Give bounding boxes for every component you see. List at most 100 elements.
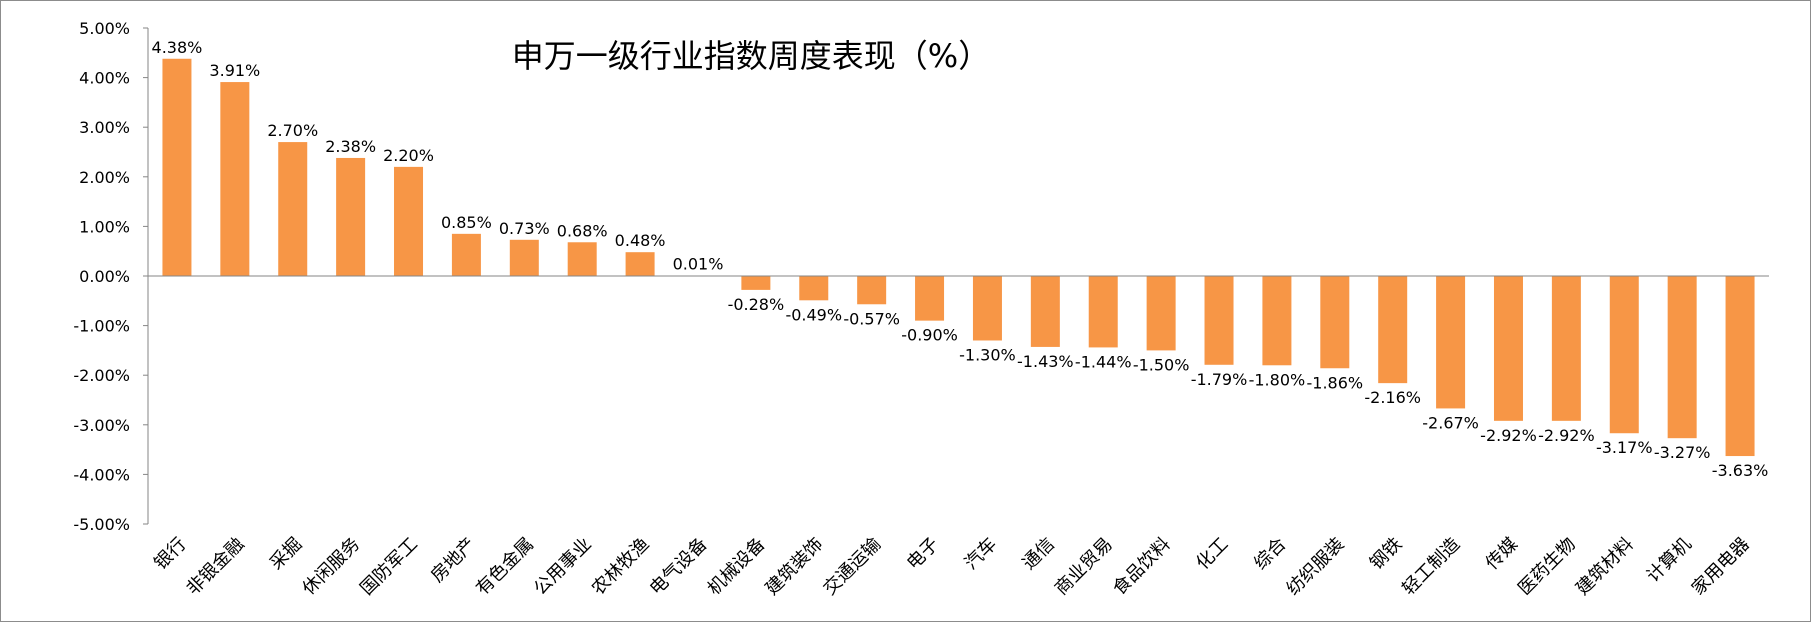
data-label: -0.57% — [843, 309, 900, 328]
bar — [162, 58, 192, 276]
bar — [1204, 276, 1234, 365]
x-tick-label: 采掘 — [266, 534, 306, 574]
data-label: 2.20% — [383, 146, 434, 165]
x-tick-label: 电气设备 — [646, 534, 712, 600]
data-label: -3.27% — [1654, 443, 1711, 462]
data-label: 2.70% — [267, 121, 318, 140]
chart-title: 申万一级行业指数周度表现（%） — [512, 37, 990, 75]
bar — [451, 233, 481, 276]
y-tick-label: 1.00% — [79, 217, 130, 236]
x-tick-label: 通信 — [1019, 534, 1059, 574]
bar — [1493, 276, 1523, 421]
data-label: 0.01% — [673, 255, 724, 274]
bar — [1667, 276, 1697, 439]
bar — [336, 157, 366, 276]
y-tick-label: 0.00% — [79, 267, 130, 286]
x-tick-label: 建筑装饰 — [762, 534, 828, 600]
data-label: -3.63% — [1712, 461, 1769, 480]
bar — [567, 242, 597, 276]
bar — [1551, 276, 1581, 421]
y-tick-label: -2.00% — [73, 366, 130, 385]
x-tick-label: 有色金属 — [472, 534, 538, 600]
bar — [972, 276, 1002, 341]
data-label: -1.43% — [1017, 352, 1074, 371]
y-tick-label: -5.00% — [73, 515, 130, 534]
bar — [857, 276, 887, 305]
x-tick-label: 汽车 — [961, 534, 1001, 574]
bar — [1436, 276, 1466, 409]
x-tick-label: 非银金融 — [183, 534, 249, 600]
x-tick-label: 农林牧渔 — [588, 534, 654, 600]
x-tick-label: 国防军工 — [356, 534, 422, 600]
data-label: -0.49% — [785, 305, 842, 324]
y-tick-label: 2.00% — [79, 168, 130, 187]
bar — [1725, 276, 1755, 457]
data-label: -1.86% — [1306, 373, 1363, 392]
bar — [741, 276, 771, 290]
data-label: -1.79% — [1191, 370, 1248, 389]
x-tick-label: 家用电器 — [1688, 534, 1754, 600]
data-label: 0.85% — [441, 213, 492, 232]
data-label: -1.44% — [1075, 352, 1132, 371]
x-tick-label: 商业贸易 — [1051, 534, 1117, 600]
bar — [915, 276, 945, 321]
y-axis: 5.00% 4.00% 3.00% 2.00% 1.00% 0.00% -1.00% -2.0… — [73, 19, 149, 534]
x-tick-label: 公用事业 — [530, 534, 596, 600]
x-tick-label: 综合 — [1250, 534, 1290, 574]
data-label: -1.50% — [1133, 355, 1190, 374]
bar — [220, 82, 250, 277]
x-tick-label: 钢铁 — [1366, 534, 1406, 574]
data-label: -0.90% — [901, 326, 958, 345]
bar — [1146, 276, 1176, 351]
bar — [625, 252, 655, 276]
bars — [162, 58, 1755, 457]
data-label: 0.73% — [499, 219, 550, 238]
bar — [1320, 276, 1350, 369]
x-tick-label: 计算机 — [1643, 534, 1696, 587]
bar — [1262, 276, 1292, 366]
y-tick-label: -4.00% — [73, 465, 130, 484]
bar — [394, 166, 424, 276]
bar — [278, 142, 308, 276]
x-tick-label: 医药生物 — [1514, 534, 1580, 600]
y-tick-label: -1.00% — [73, 317, 130, 336]
x-tick-label: 纺织服装 — [1283, 534, 1349, 600]
bar — [799, 276, 829, 301]
data-label: -0.28% — [728, 295, 785, 314]
bar — [1378, 276, 1408, 384]
data-labels: 4.38% 3.91% 2.70% 2.38% 2.20% 0.85% 0.73% 0.68%… — [152, 38, 1769, 480]
data-label: -2.67% — [1422, 413, 1479, 432]
data-label: 0.48% — [615, 231, 666, 250]
data-label: 0.68% — [557, 221, 608, 240]
data-label: -2.16% — [1364, 388, 1421, 407]
data-label: -3.17% — [1596, 438, 1653, 457]
x-tick-label: 交通运输 — [819, 534, 885, 600]
data-label: -1.80% — [1249, 370, 1306, 389]
bar — [1609, 276, 1639, 434]
x-tick-label: 轻工制造 — [1398, 534, 1464, 600]
x-tick-label: 休闲服务 — [298, 534, 364, 600]
y-tick-label: -3.00% — [73, 416, 130, 435]
bar — [509, 239, 539, 276]
data-label: -2.92% — [1480, 426, 1537, 445]
x-tick-label: 电子 — [903, 534, 943, 574]
x-tick-label: 机械设备 — [704, 534, 770, 600]
x-tick-label: 房地产 — [427, 534, 480, 587]
y-tick-label: 3.00% — [79, 118, 130, 137]
x-tick-label: 食品饮料 — [1109, 534, 1175, 600]
data-label: 4.38% — [152, 38, 203, 57]
x-tick-label: 银行 — [150, 534, 190, 574]
bar — [1030, 276, 1060, 347]
y-tick-label: 4.00% — [79, 69, 130, 88]
x-tick-label: 建筑材料 — [1572, 534, 1638, 600]
data-label: -1.30% — [959, 345, 1016, 364]
data-label: -2.92% — [1538, 426, 1595, 445]
x-tick-label: 化工 — [1192, 534, 1232, 574]
bar — [1088, 276, 1118, 348]
y-tick-label: 5.00% — [79, 19, 130, 38]
data-label: 3.91% — [209, 61, 260, 80]
x-tick-label: 传媒 — [1482, 534, 1522, 574]
data-label: 2.38% — [325, 137, 376, 156]
